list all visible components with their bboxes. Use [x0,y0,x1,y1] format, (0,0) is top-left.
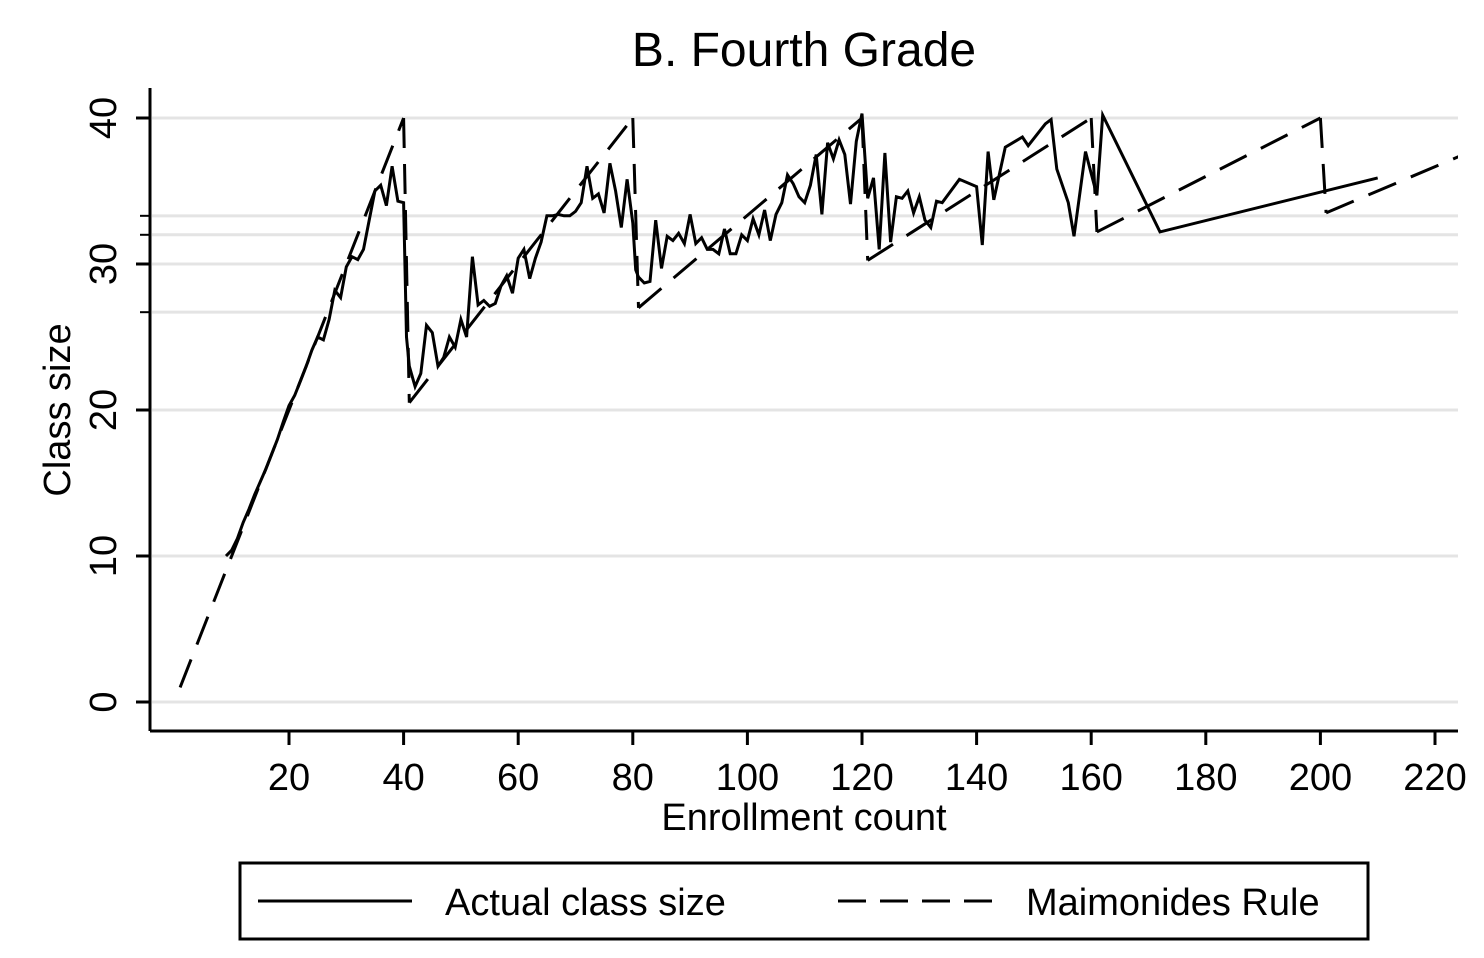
x-axis-title: Enrollment count [661,797,947,839]
x-tick-label-60: 60 [497,757,539,799]
legend-label-actual: Actual class size [445,882,726,924]
y-tick-label-20: 20 [83,389,125,431]
x-tick-label-100: 100 [716,757,779,799]
gridlines [152,116,1458,704]
y-tick-label-0: 0 [83,691,125,712]
x-tick-label-180: 180 [1174,757,1237,799]
legend: Actual class size Maimonides Rule [238,861,1370,941]
chart-title: B. Fourth Grade [632,24,976,77]
legend-label-maimonides: Maimonides Rule [1026,882,1320,924]
x-tick-label-200: 200 [1289,757,1352,799]
x-tick-label-220: 220 [1403,757,1466,799]
y-axis-title: Class size [37,323,79,496]
plot-series [178,109,1458,688]
y-tick-label-30: 30 [83,243,125,285]
y-tick-label-40: 40 [83,97,125,139]
x-tick-label-160: 160 [1059,757,1122,799]
x-tick-label-140: 140 [945,757,1008,799]
y-tick-label-10: 10 [83,535,125,577]
legend-box [238,861,1370,941]
series-actual-class-size [224,109,1379,558]
x-ticks: 20 40 60 80 100 120 140 160 180 200 220 [268,731,1467,799]
x-tick-label-20: 20 [268,757,310,799]
x-tick-label-80: 80 [612,757,654,799]
x-tick-label-120: 120 [830,757,893,799]
y-ticks: 0 10 20 30 40 [83,97,150,713]
x-tick-label-40: 40 [382,757,424,799]
